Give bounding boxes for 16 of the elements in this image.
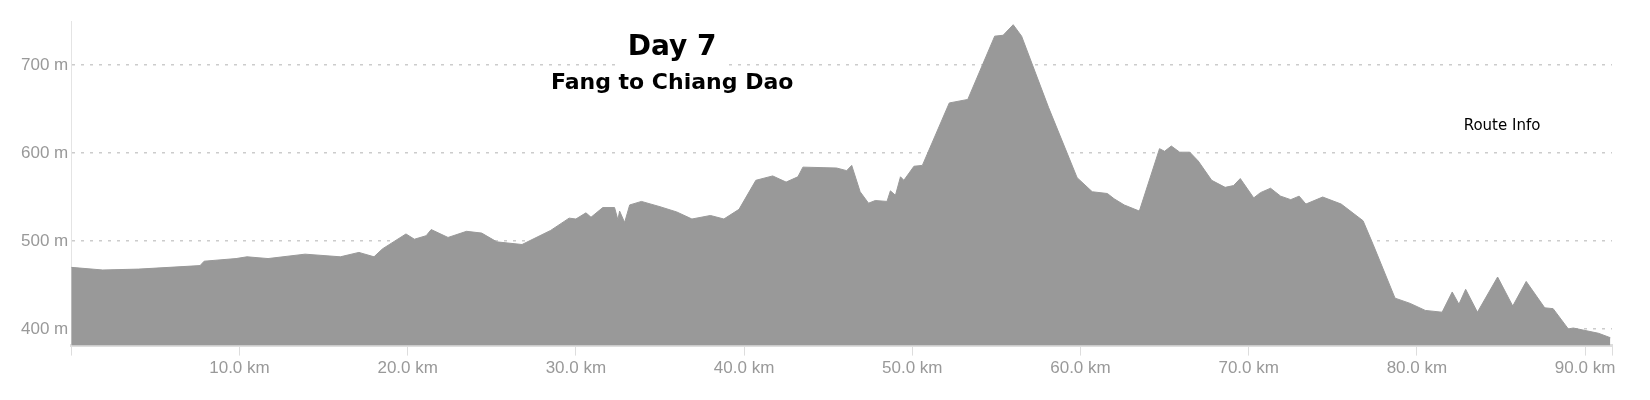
x-tick-label: 80.0 km [1386,358,1448,378]
y-tick-label: 400 m [21,318,69,338]
x-tick-label: 20.0 km [377,358,438,378]
y-tick-label: 700 m [21,54,69,74]
x-tick-label: 40.0 km [713,358,775,378]
y-tick-label: 500 m [21,230,69,250]
x-tick-label: 90.0 km [1554,358,1616,378]
annotation: Route Info [1463,115,1541,134]
x-tick-label: 70.0 km [1218,358,1279,378]
y-tick-label: 600 m [21,142,69,162]
chart-title: Day 7 [627,29,717,63]
x-tick-label: 30.0 km [545,358,607,378]
text: Fang to Chiang Dao [550,68,794,94]
x-tick-label: 50.0 km [882,358,943,378]
x-tick-label: 10.0 km [209,358,270,378]
x-tick-label: 60.0 km [1050,358,1111,378]
